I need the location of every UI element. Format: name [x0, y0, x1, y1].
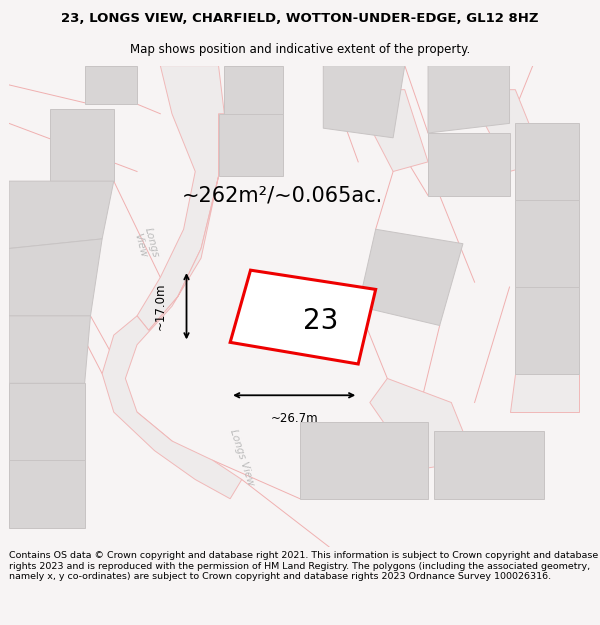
Polygon shape [9, 460, 85, 528]
Text: Contains OS data © Crown copyright and database right 2021. This information is : Contains OS data © Crown copyright and d… [9, 551, 598, 581]
Polygon shape [428, 133, 509, 196]
Polygon shape [224, 66, 283, 114]
Polygon shape [300, 422, 428, 499]
Polygon shape [515, 287, 580, 374]
Polygon shape [323, 66, 405, 138]
Polygon shape [102, 114, 242, 499]
Polygon shape [515, 201, 580, 287]
Polygon shape [85, 66, 137, 104]
Text: 23: 23 [304, 308, 339, 335]
Polygon shape [509, 374, 580, 412]
Text: Longs
View: Longs View [131, 226, 160, 261]
Polygon shape [9, 239, 102, 316]
Polygon shape [370, 378, 475, 470]
Polygon shape [428, 66, 509, 133]
Polygon shape [329, 89, 428, 171]
Text: 23, LONGS VIEW, CHARFIELD, WOTTON-UNDER-EDGE, GL12 8HZ: 23, LONGS VIEW, CHARFIELD, WOTTON-UNDER-… [61, 12, 539, 25]
Polygon shape [218, 114, 283, 176]
Text: ~17.0m: ~17.0m [154, 282, 167, 330]
Polygon shape [434, 431, 544, 499]
Text: ~26.7m: ~26.7m [271, 412, 318, 425]
Polygon shape [515, 123, 580, 201]
Polygon shape [9, 316, 91, 383]
Polygon shape [137, 66, 224, 330]
Polygon shape [9, 383, 85, 460]
Polygon shape [358, 229, 463, 326]
Text: Longs View: Longs View [228, 428, 256, 488]
Polygon shape [50, 109, 114, 181]
Polygon shape [463, 89, 544, 171]
Polygon shape [9, 181, 114, 249]
Text: Map shows position and indicative extent of the property.: Map shows position and indicative extent… [130, 43, 470, 56]
Polygon shape [230, 270, 376, 364]
Text: ~262m²/~0.065ac.: ~262m²/~0.065ac. [182, 186, 383, 206]
